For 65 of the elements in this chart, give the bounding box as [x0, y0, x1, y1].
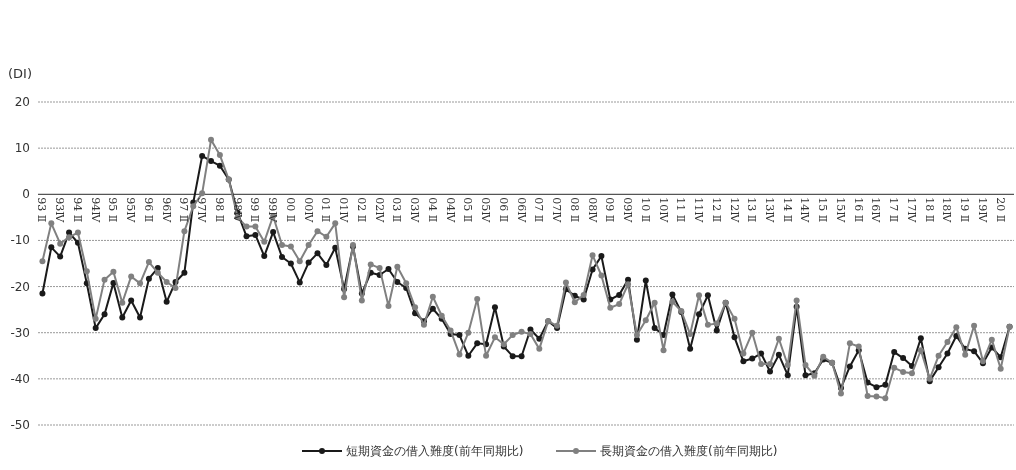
- x-tick-label: 95Ⅳ: [124, 197, 138, 224]
- x-tick-label: 96 Ⅱ: [141, 197, 155, 223]
- x-tick-label: 06Ⅳ: [514, 197, 528, 224]
- y-tick-label: -20: [10, 279, 30, 294]
- y-tick-label: 10: [14, 141, 30, 156]
- x-tick-label: 07 Ⅱ: [532, 197, 546, 223]
- x-tick-label: 19 Ⅱ: [958, 197, 972, 223]
- x-tick-label: 04Ⅳ: [443, 197, 457, 224]
- x-tick-label: 10 Ⅱ: [638, 197, 652, 223]
- x-tick-label: 02Ⅳ: [372, 197, 386, 224]
- x-tick-label: 12 Ⅱ: [709, 197, 723, 223]
- x-tick-label: 08 Ⅱ: [567, 197, 581, 223]
- y-tick-label: -50: [10, 418, 30, 432]
- x-tick-label: 01Ⅳ: [337, 197, 351, 224]
- x-tick-label: 03 Ⅱ: [390, 197, 404, 223]
- x-tick-label: 20 Ⅱ: [993, 197, 1007, 223]
- x-tick-label: 13 Ⅱ: [745, 197, 759, 223]
- x-tick-label: 05Ⅳ: [479, 197, 493, 224]
- x-tick-label: 09Ⅳ: [621, 197, 635, 224]
- x-tick-label: 12Ⅳ: [727, 197, 741, 224]
- x-tick-label: 18Ⅳ: [940, 197, 954, 224]
- x-tick-label: 93Ⅳ: [53, 197, 67, 224]
- y-tick-label: 0: [22, 187, 30, 202]
- x-tick-label: 93 Ⅱ: [35, 197, 49, 223]
- x-tick-label: 19Ⅳ: [975, 197, 989, 224]
- x-tick-label: 94Ⅳ: [88, 197, 102, 224]
- x-tick-label: 99Ⅳ: [266, 197, 280, 224]
- x-tick-label: 10Ⅳ: [656, 197, 670, 224]
- x-tick-label: 07Ⅳ: [550, 197, 564, 224]
- x-tick-label: 15 Ⅱ: [816, 197, 830, 223]
- y-tick-label: 20: [14, 95, 30, 109]
- x-tick-label: 11 Ⅱ: [674, 197, 688, 223]
- x-tick-label: 01 Ⅱ: [319, 197, 333, 223]
- y-tick-label: -10: [10, 233, 30, 248]
- x-tick-label: 15Ⅳ: [833, 197, 847, 224]
- x-tick-label: 14 Ⅱ: [780, 197, 794, 223]
- x-tick-label: 14Ⅳ: [798, 197, 812, 224]
- x-tick-label: 16 Ⅱ: [851, 197, 865, 223]
- x-tick-label: 17 Ⅱ: [887, 197, 901, 223]
- x-tick-label: 13Ⅳ: [763, 197, 776, 224]
- x-tick-label: 17Ⅳ: [904, 197, 918, 224]
- x-tick-label: 95 Ⅱ: [106, 197, 120, 223]
- x-tick-label: 11Ⅳ: [692, 197, 706, 224]
- x-tick-label: 97Ⅳ: [195, 197, 209, 224]
- x-tick-label: 98 Ⅱ: [212, 197, 226, 223]
- x-tick-label: 99 Ⅱ: [248, 197, 262, 223]
- x-tick-label: 06 Ⅱ: [496, 197, 510, 223]
- x-tick-label: 94 Ⅱ: [70, 197, 84, 223]
- x-tick-label: 09 Ⅱ: [603, 197, 617, 223]
- y-tick-label: -40: [10, 371, 30, 386]
- x-tick-label: 97 Ⅱ: [177, 197, 191, 223]
- y-axis-title: (DI): [8, 66, 32, 81]
- x-tick-label: 00 Ⅱ: [283, 197, 297, 223]
- x-tick-label: 18 Ⅱ: [922, 197, 936, 223]
- legend-label: 長期資金の借入難度(前年同期比): [600, 444, 778, 458]
- x-tick-label: 03Ⅳ: [408, 197, 422, 224]
- y-tick-label: -30: [10, 325, 30, 340]
- x-tick-label: 08Ⅳ: [585, 197, 599, 224]
- x-tick-label: 00Ⅳ: [301, 197, 315, 224]
- x-tick-label: 02 Ⅱ: [354, 197, 368, 223]
- legend-label: 短期資金の借入難度(前年同期比): [346, 444, 524, 458]
- x-tick-label: 04 Ⅱ: [425, 197, 439, 223]
- x-tick-label: 96Ⅳ: [159, 197, 173, 224]
- x-tick-label: 05 Ⅱ: [461, 197, 475, 223]
- x-tick-label: 16Ⅳ: [869, 197, 883, 224]
